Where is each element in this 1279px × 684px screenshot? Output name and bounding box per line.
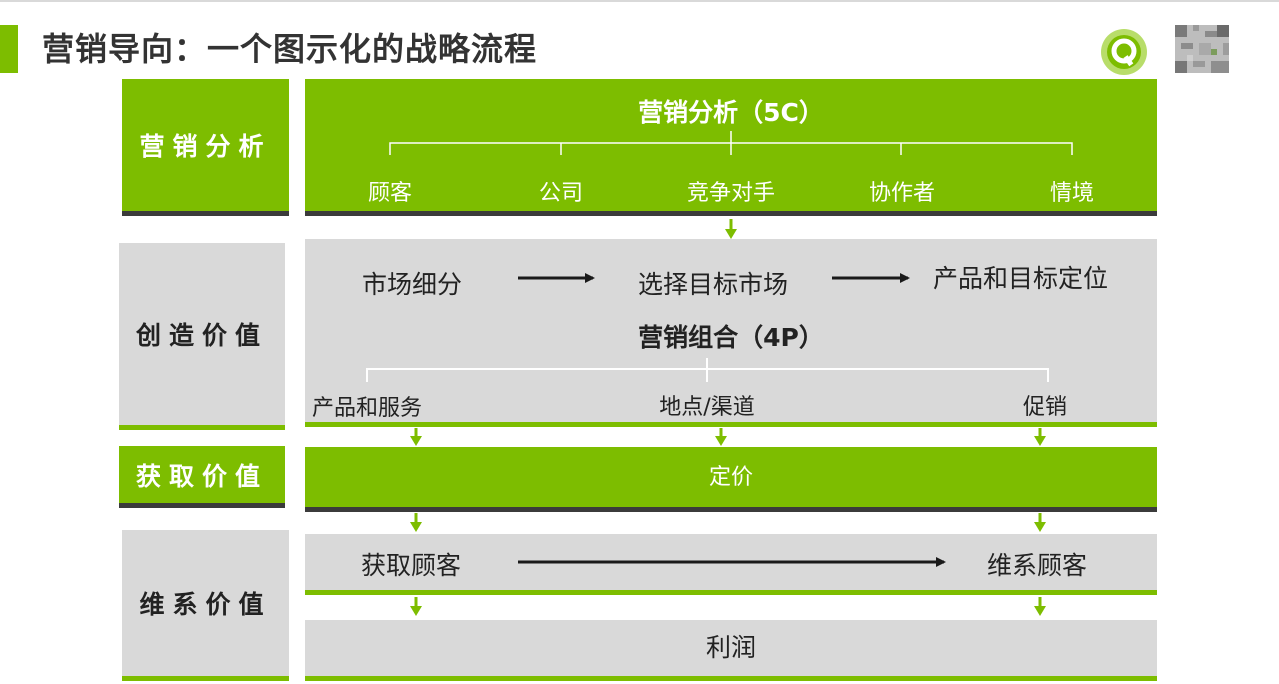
mix-bracket bbox=[366, 358, 1049, 382]
logo-q-icon bbox=[1101, 29, 1147, 75]
acquire-customers: 获取顾客 bbox=[361, 551, 462, 580]
down-arrow-icon bbox=[410, 428, 422, 446]
profit-panel: 利润 bbox=[305, 620, 1157, 681]
retain-customers: 维系顾客 bbox=[987, 551, 1088, 580]
profit-text: 利润 bbox=[705, 633, 756, 662]
row-label-sustain-value: 维系价值 bbox=[122, 530, 289, 681]
row-label-text: 创造价值 bbox=[135, 321, 268, 350]
down-arrow-icon bbox=[725, 219, 737, 239]
down-arrow-icon bbox=[1034, 428, 1046, 446]
pricing-text: 定价 bbox=[708, 465, 753, 490]
pricing-panel: 定价 bbox=[305, 447, 1157, 512]
customer-flow-panel: 获取顾客 维系顾客 bbox=[305, 534, 1157, 595]
down-arrow-icon bbox=[1034, 513, 1046, 532]
create-value-panel: 市场细分 选择目标市场 产品和目标定位 营销组合（4P） 产品和服务 地点/渠道… bbox=[305, 239, 1157, 427]
row-label-text: 获取价值 bbox=[135, 461, 268, 491]
title-accent-bar bbox=[0, 25, 18, 73]
down-arrow-icon bbox=[410, 597, 422, 616]
down-arrow-icon bbox=[715, 428, 727, 446]
step-segmentation: 市场细分 bbox=[362, 270, 463, 299]
analysis-bracket bbox=[389, 131, 1073, 155]
down-arrow-icon bbox=[1034, 597, 1046, 616]
row-label-text: 维系价值 bbox=[139, 590, 272, 619]
step-targeting: 选择目标市场 bbox=[638, 270, 789, 299]
page-title: 营销导向：一个图示化的战略流程 bbox=[42, 30, 538, 68]
qr-code-icon bbox=[1175, 25, 1229, 73]
row-label-text: 营销分析 bbox=[139, 132, 272, 161]
down-arrow-icon bbox=[410, 513, 422, 532]
marketing-mix-heading: 营销组合（4P） bbox=[638, 323, 824, 352]
row-label-marketing-analysis: 营销分析 bbox=[122, 79, 289, 216]
step-positioning: 产品和目标定位 bbox=[933, 264, 1109, 293]
row-label-create-value: 创造价值 bbox=[119, 243, 285, 430]
row-label-capture-value: 获取价值 bbox=[119, 446, 285, 508]
top-divider bbox=[0, 0, 1279, 2]
analysis-heading: 营销分析（5C） bbox=[638, 98, 824, 127]
